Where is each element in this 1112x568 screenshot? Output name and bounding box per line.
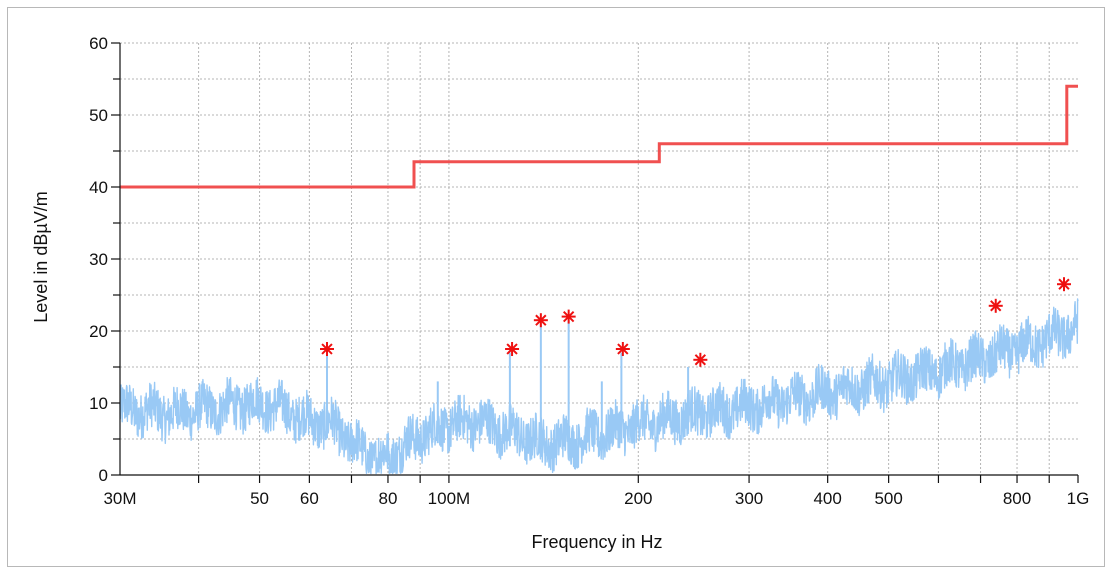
x-axis-title: Frequency in Hz	[531, 532, 662, 552]
y-tick-label: 50	[89, 106, 108, 125]
x-tick-label: 500	[874, 489, 902, 508]
peak-marker	[988, 298, 1003, 313]
peak-marker-stroke	[617, 343, 629, 355]
x-tick-label: 60	[300, 489, 319, 508]
limit-line	[120, 84, 1078, 189]
x-tick-label: 30M	[103, 489, 136, 508]
y-tick-label: 40	[89, 178, 108, 197]
peak-marker-stroke	[506, 343, 518, 355]
peak-marker	[615, 342, 630, 356]
y-axis-title: Level in dBµV/m	[31, 191, 51, 322]
peak-marker	[561, 309, 576, 324]
peak-marker-stroke	[1058, 278, 1070, 290]
x-tick-label: 1G	[1067, 489, 1090, 508]
peak-marker-stroke	[990, 300, 1002, 312]
peak-marker	[693, 352, 708, 367]
peak-marker-stroke	[563, 310, 575, 323]
peak-marker	[533, 313, 548, 328]
chart-frame: 30M 50 60 80 100M 200 300 400 500 800 1G 0 10 20 30 40 5…	[7, 7, 1105, 567]
emission-chart: 30M 50 60 80 100M 200 300 400 500 800 1G 0 10 20 30 40 5…	[31, 34, 1089, 552]
x-tick-label: 400	[813, 489, 841, 508]
x-tick-label: 300	[735, 489, 763, 508]
peak-marker	[320, 342, 335, 356]
peak-marker-stroke	[535, 314, 547, 326]
peak-markers	[320, 277, 1071, 367]
y-tick-label: 10	[89, 394, 108, 413]
y-tick-label: 0	[99, 466, 108, 485]
y-tick-label: 30	[89, 250, 108, 269]
axes: 30M 50 60 80 100M 200 300 400 500 800 1G 0 10 20 30 40 5…	[89, 34, 1089, 508]
x-tick-label: 100M	[428, 489, 471, 508]
limit-line-path	[120, 84, 1078, 189]
peak-marker	[505, 342, 520, 356]
peak-marker	[1056, 277, 1071, 292]
peak-marker-stroke	[694, 354, 707, 366]
spectrum-line	[119, 298, 1079, 475]
peak-marker-stroke	[321, 343, 333, 355]
y-tick-label: 20	[89, 322, 108, 341]
y-tick-label: 60	[89, 34, 108, 53]
grid	[120, 42, 1078, 475]
x-tick-label: 50	[250, 489, 269, 508]
spectrum-trace	[119, 298, 1079, 475]
x-tick-label: 200	[624, 489, 652, 508]
x-tick-label: 80	[379, 489, 398, 508]
x-tick-label: 800	[1003, 489, 1031, 508]
